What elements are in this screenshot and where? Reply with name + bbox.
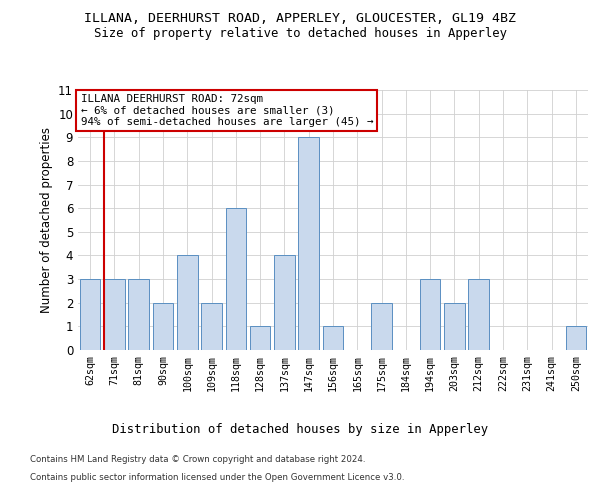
Bar: [104, 279, 125, 350]
Bar: [152, 302, 173, 350]
Text: Contains public sector information licensed under the Open Government Licence v3: Contains public sector information licen…: [30, 472, 404, 482]
Bar: [128, 279, 149, 350]
Text: Contains HM Land Registry data © Crown copyright and database right 2024.: Contains HM Land Registry data © Crown c…: [30, 455, 365, 464]
Bar: [298, 138, 319, 350]
Bar: [444, 302, 465, 350]
Bar: [274, 256, 295, 350]
Bar: [201, 302, 222, 350]
Bar: [469, 279, 489, 350]
Bar: [371, 302, 392, 350]
Bar: [226, 208, 246, 350]
Text: Size of property relative to detached houses in Apperley: Size of property relative to detached ho…: [94, 28, 506, 40]
Bar: [420, 279, 440, 350]
Text: ILLANA DEERHURST ROAD: 72sqm
← 6% of detached houses are smaller (3)
94% of semi: ILLANA DEERHURST ROAD: 72sqm ← 6% of det…: [80, 94, 373, 127]
Bar: [80, 279, 100, 350]
Bar: [250, 326, 271, 350]
Bar: [177, 256, 197, 350]
Text: Distribution of detached houses by size in Apperley: Distribution of detached houses by size …: [112, 422, 488, 436]
Bar: [323, 326, 343, 350]
Bar: [566, 326, 586, 350]
Text: ILLANA, DEERHURST ROAD, APPERLEY, GLOUCESTER, GL19 4BZ: ILLANA, DEERHURST ROAD, APPERLEY, GLOUCE…: [84, 12, 516, 26]
Y-axis label: Number of detached properties: Number of detached properties: [40, 127, 53, 313]
